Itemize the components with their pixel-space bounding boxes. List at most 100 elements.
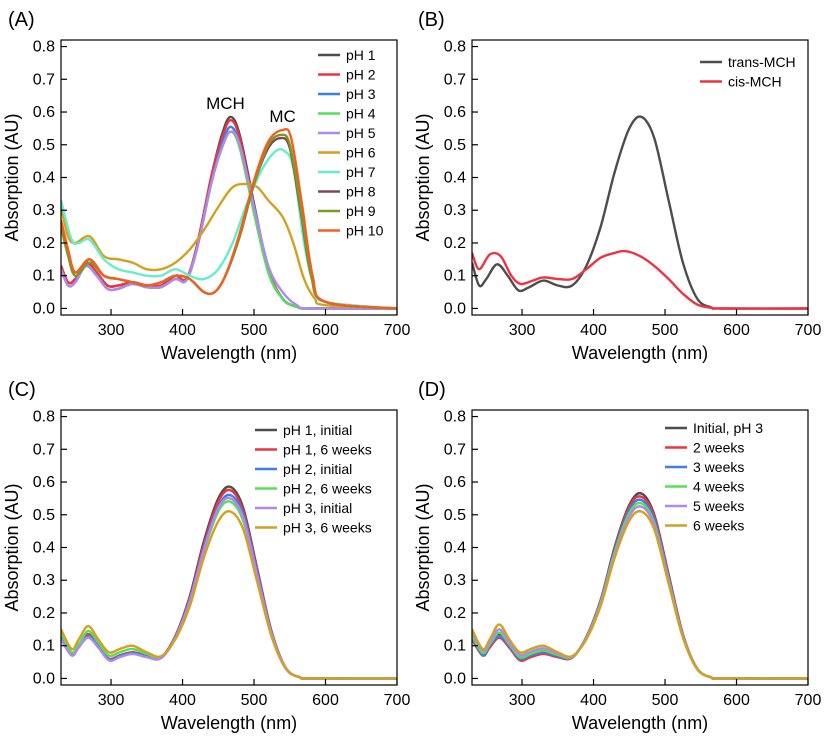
x-tick-label: 500 [652, 322, 679, 339]
legend-label: 4 weeks [693, 479, 744, 495]
y-tick-label: 0.1 [444, 638, 466, 655]
x-tick-label: 300 [98, 322, 125, 339]
legend-label: trans-MCH [728, 54, 796, 70]
y-tick-label: 0.2 [33, 235, 55, 252]
x-tick-label: 500 [652, 692, 679, 709]
y-tick-label: 0.2 [444, 605, 466, 622]
y-tick-label: 0.5 [33, 137, 55, 154]
x-axis-title: Wavelength (nm) [572, 713, 708, 733]
panel-label: (C) [8, 379, 36, 401]
legend-label: pH 4 [346, 106, 376, 122]
annotation: MC [269, 107, 295, 126]
x-axis-title: Wavelength (nm) [161, 343, 297, 363]
legend-label: cis-MCH [728, 74, 782, 90]
y-tick-label: 0.4 [444, 170, 466, 187]
y-tick-label: 0.4 [33, 540, 55, 557]
x-axis-title: Wavelength (nm) [572, 343, 708, 363]
y-tick-label: 0.0 [33, 300, 55, 317]
series-line [472, 495, 808, 680]
legend-label: pH 3 [346, 86, 376, 102]
y-tick-label: 0.1 [33, 638, 55, 655]
x-tick-label: 700 [384, 692, 411, 709]
legend-label: pH 9 [346, 203, 376, 219]
y-axis-title: Absorption (AU) [2, 483, 22, 611]
panel-label: (D) [418, 379, 446, 401]
series-line [61, 127, 397, 310]
legend-label: pH 1 [346, 47, 376, 63]
y-tick-label: 0.7 [444, 71, 466, 88]
y-tick-label: 0.4 [33, 170, 55, 187]
series-group [61, 485, 397, 680]
legend-label: pH 1, initial [283, 422, 352, 438]
y-axis-title: Absorption (AU) [413, 483, 433, 611]
y-tick-label: 0.8 [33, 409, 55, 426]
legend-label: pH 8 [346, 184, 376, 200]
y-tick-label: 0.2 [33, 605, 55, 622]
y-tick-label: 0.7 [33, 71, 55, 88]
y-tick-label: 0.3 [444, 202, 466, 219]
x-tick-label: 300 [98, 692, 125, 709]
panel-1: (B) 300 400 500 600 700 0.0 0.1 0.2 0.3 0.4 0.5 0.6 0… [413, 9, 821, 363]
y-tick-label: 0.8 [444, 39, 466, 56]
x-tick-label: 500 [241, 692, 268, 709]
panel-3: (D) 300 400 500 600 700 0.0 0.1 0.2 0.3 0.4 0.5 0.6 0… [413, 379, 821, 733]
series-line [472, 491, 808, 680]
legend-label: pH 2, initial [283, 461, 352, 477]
legend-label: pH 7 [346, 164, 376, 180]
y-tick-label: 0.1 [33, 268, 55, 285]
y-tick-label: 0.5 [444, 507, 466, 524]
x-tick-label: 400 [169, 692, 196, 709]
legend-label: pH 2, 6 weeks [283, 481, 372, 497]
series-line [61, 488, 397, 680]
series-line [61, 510, 397, 680]
legend-label: 3 weeks [693, 459, 744, 475]
x-tick-label: 400 [580, 322, 607, 339]
x-tick-label: 600 [312, 692, 339, 709]
annotation: MCH [206, 94, 245, 113]
y-tick-label: 0.6 [444, 474, 466, 491]
legend-label: pH 1, 6 weeks [283, 442, 372, 458]
x-tick-label: 700 [795, 692, 822, 709]
x-tick-label: 400 [169, 322, 196, 339]
x-tick-label: 300 [509, 322, 536, 339]
legend-label: 5 weeks [693, 498, 744, 514]
panel-label: (A) [8, 9, 35, 31]
legend-label: pH 2 [346, 67, 376, 83]
y-tick-label: 0.7 [444, 441, 466, 458]
x-tick-label: 600 [723, 322, 750, 339]
x-tick-label: 500 [241, 322, 268, 339]
legend-label: pH 5 [346, 125, 376, 141]
y-tick-label: 0.4 [444, 540, 466, 557]
y-tick-label: 0.0 [33, 670, 55, 687]
y-tick-label: 0.5 [444, 137, 466, 154]
x-tick-label: 600 [312, 322, 339, 339]
series-line [61, 182, 397, 310]
y-axis-title: Absorption (AU) [413, 113, 433, 241]
y-tick-label: 0.6 [33, 104, 55, 121]
legend-label: 2 weeks [693, 440, 744, 456]
y-axis-title: Absorption (AU) [2, 113, 22, 241]
x-tick-label: 600 [723, 692, 750, 709]
series-line [472, 115, 808, 310]
y-tick-label: 0.3 [33, 202, 55, 219]
panel-label: (B) [418, 9, 445, 31]
y-tick-label: 0.6 [444, 104, 466, 121]
y-tick-label: 0.8 [444, 409, 466, 426]
legend-label: pH 6 [346, 145, 376, 161]
y-tick-label: 0.0 [444, 300, 466, 317]
plot-frame [471, 409, 809, 686]
legend-label: Initial, pH 3 [693, 420, 763, 436]
y-tick-label: 0.3 [33, 572, 55, 589]
legend: trans-MCH cis-MCH [700, 54, 796, 90]
series-group [472, 491, 808, 680]
x-axis-title: Wavelength (nm) [161, 713, 297, 733]
y-tick-label: 0.8 [33, 39, 55, 56]
legend-label: 6 weeks [693, 518, 744, 534]
legend: pH 1 pH 2 pH 3 pH 4 pH 5 pH 6 pH 7 pH 8 pH 9 pH 1… [318, 47, 384, 239]
y-tick-label: 0.1 [444, 268, 466, 285]
y-tick-label: 0.0 [444, 670, 466, 687]
series-line [472, 249, 808, 310]
x-tick-label: 700 [384, 322, 411, 339]
legend-label: pH 3, initial [283, 500, 352, 516]
